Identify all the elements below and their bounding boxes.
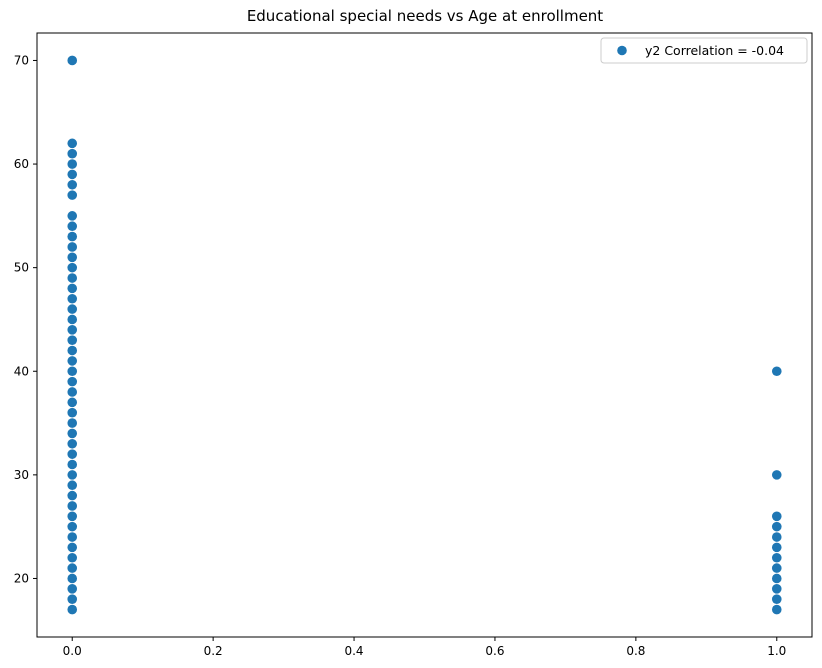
data-point [67,179,78,190]
data-point [771,521,782,532]
data-point [67,521,78,532]
plot-background [37,33,812,637]
legend-label: y2 Correlation = -0.04 [645,43,784,58]
data-point [67,490,78,501]
data-point [67,428,78,439]
data-point [771,563,782,573]
data-point [67,159,78,169]
y-tick-label: 60 [14,157,29,171]
data-point [67,356,78,366]
data-point [67,387,78,397]
data-point [771,542,782,553]
data-point [67,293,78,304]
data-point [771,511,782,522]
data-point [771,532,782,542]
y-axis: 20 30 40 50 60 70 [14,53,37,585]
plot-area [37,33,812,637]
data-point [771,552,782,563]
data-point [67,397,78,408]
data-point [67,459,78,470]
x-tick-label: 0.8 [626,644,645,658]
y-tick-label: 20 [14,571,29,585]
data-point [67,407,78,418]
data-point [771,470,782,480]
y-tick-label: 70 [14,53,29,67]
data-point [771,366,782,377]
data-point [67,563,78,573]
x-tick-label: 1.0 [767,644,786,658]
data-point [67,542,78,553]
data-point [771,604,782,615]
data-point [67,594,78,604]
legend: y2 Correlation = -0.04 [600,37,808,64]
data-point [67,480,78,491]
chart-title: Educational special needs vs Age at enro… [247,7,603,25]
data-point [67,511,78,522]
x-axis: 0.0 0.2 0.4 0.6 0.8 1.0 [63,637,786,658]
data-point [67,169,78,180]
data-point [67,501,78,511]
data-point [771,594,782,604]
data-point [67,242,78,252]
data-point [67,552,78,563]
data-point [67,314,78,325]
data-point [67,366,78,377]
data-point [67,55,78,66]
data-point [67,283,78,294]
data-point [67,470,78,480]
axes-spines [36,32,813,638]
data-point [67,138,78,149]
data-point [67,418,78,428]
data-point [67,532,78,542]
x-tick-label: 0.0 [63,644,82,658]
data-point [771,584,782,594]
data-point [67,335,78,345]
data-point [67,252,78,263]
data-point [67,449,78,459]
data-point [67,231,78,242]
x-tick-label: 0.6 [485,644,504,658]
data-point [67,584,78,594]
x-tick-label: 0.2 [204,644,223,658]
data-point [67,273,78,283]
legend-marker [617,45,627,56]
data-point [67,438,78,449]
data-point [67,148,78,159]
scatter-points [67,55,782,615]
legend-box [600,37,808,64]
data-point [67,211,78,221]
data-point [67,304,78,314]
data-point [67,190,78,200]
data-point [771,573,782,584]
data-point [67,604,78,615]
y-tick-label: 30 [14,468,29,482]
x-tick-label: 0.4 [344,644,363,658]
y-tick-label: 40 [14,364,29,378]
data-point [67,573,78,584]
data-point [67,262,78,273]
axes-frame [36,32,813,638]
data-point [67,325,78,335]
y-tick-label: 50 [14,261,29,275]
data-point [67,376,78,387]
data-point [67,221,78,232]
data-point [67,345,78,356]
